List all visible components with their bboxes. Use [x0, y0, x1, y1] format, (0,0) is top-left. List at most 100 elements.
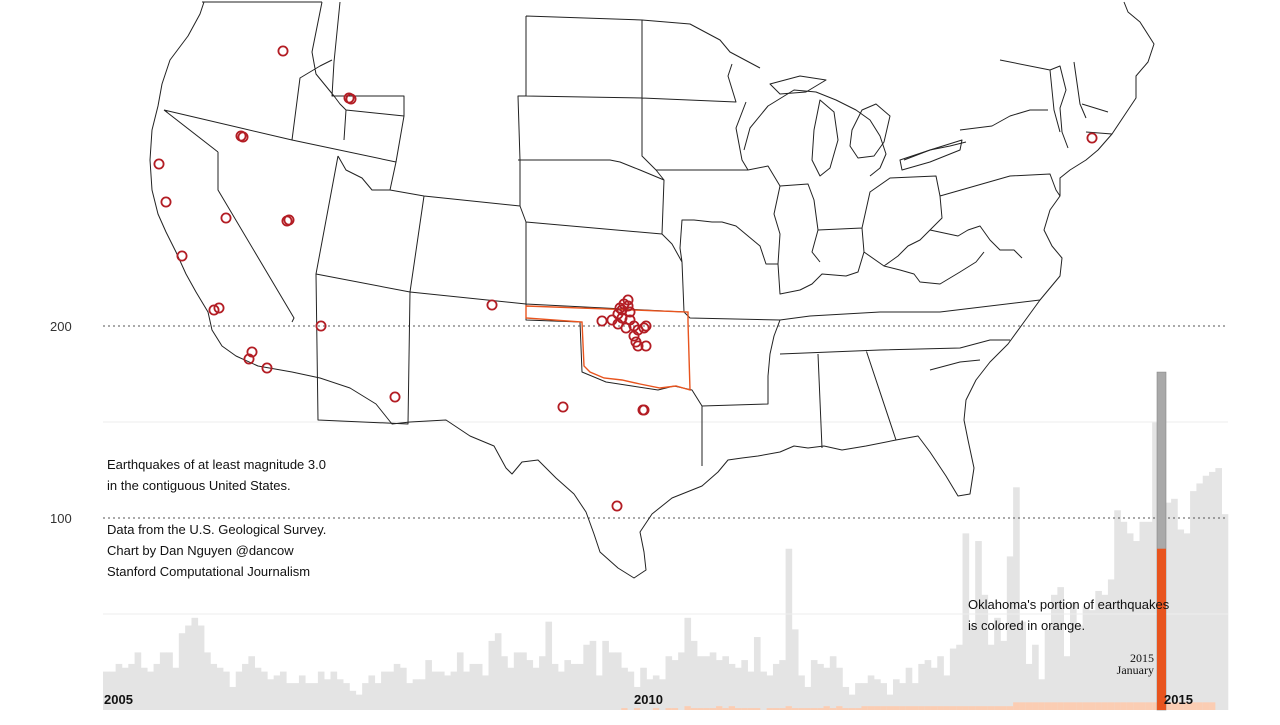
- grid: [103, 325, 1228, 615]
- bar-total: [558, 671, 565, 710]
- bar-total: [551, 663, 559, 710]
- bar-oklahoma: [886, 706, 894, 710]
- bar-total: [482, 675, 489, 710]
- bar-oklahoma: [1082, 702, 1090, 710]
- current-month-name: January: [1117, 663, 1154, 677]
- y-tick-label: 200: [50, 319, 72, 334]
- bar-total: [905, 667, 913, 710]
- bar-total: [1133, 541, 1140, 710]
- bar-total: [362, 683, 369, 710]
- bar-total: [1006, 556, 1014, 710]
- bar-total: [614, 652, 622, 710]
- bar-total: [513, 652, 521, 710]
- oklahoma-outline: [525, 305, 691, 391]
- bar-total: [956, 644, 963, 710]
- bar-oklahoma: [893, 706, 900, 710]
- bar-total: [1069, 602, 1077, 710]
- bar-total: [406, 683, 413, 710]
- quake-marker: [638, 404, 650, 416]
- bar-total: [1076, 625, 1083, 710]
- bar-total: [400, 667, 407, 710]
- bar-total: [671, 660, 679, 710]
- bar-oklahoma: [937, 706, 944, 710]
- bar-total: [930, 667, 938, 710]
- bar-total: [678, 652, 685, 710]
- bar-total: [886, 694, 894, 710]
- bar-oklahoma: [709, 708, 717, 710]
- bar-total: [975, 541, 982, 710]
- bar-total: [570, 663, 578, 710]
- bar-total: [1190, 491, 1197, 710]
- bar-total: [867, 675, 875, 710]
- bar-total: [475, 663, 483, 710]
- bar-total: [1171, 498, 1178, 710]
- quake-marker: [640, 340, 652, 352]
- bar-total: [1051, 594, 1058, 710]
- credits-line: Data from the U.S. Geological Survey.: [107, 522, 327, 537]
- quake-marker: [283, 214, 295, 226]
- bar-oklahoma: [1006, 706, 1014, 710]
- bar-total: [166, 652, 173, 710]
- bar-total: [1095, 590, 1102, 710]
- bar-total: [1196, 483, 1204, 710]
- bar-oklahoma: [766, 708, 774, 710]
- bar-oklahoma: [1202, 702, 1210, 710]
- bar-total: [526, 660, 534, 710]
- quake-marker: [246, 346, 258, 358]
- bar-total: [741, 660, 748, 710]
- bar-total: [1209, 471, 1216, 710]
- bar-total: [1145, 521, 1153, 710]
- bar-total: [621, 667, 628, 710]
- bar-total: [298, 675, 306, 710]
- bar-oklahoma: [924, 706, 932, 710]
- bar-oklahoma: [1032, 702, 1039, 710]
- bar-total: [324, 679, 331, 710]
- bar-total: [456, 652, 464, 710]
- bar-total: [1164, 502, 1172, 710]
- bar-oklahoma: [1107, 702, 1115, 710]
- bar-total: [381, 671, 388, 710]
- bar-total: [1025, 663, 1033, 710]
- bar-total: [583, 644, 590, 710]
- bar-oklahoma: [633, 708, 641, 710]
- bar-total: [349, 690, 357, 710]
- bar-total: [880, 683, 888, 710]
- bar-total: [185, 625, 192, 710]
- bar-oklahoma: [962, 706, 970, 710]
- bar-total: [1126, 533, 1134, 710]
- bar-oklahoma: [1209, 702, 1216, 710]
- bar-total: [115, 663, 123, 710]
- bar-oklahoma: [671, 708, 679, 710]
- bar-total: [305, 683, 312, 710]
- bar-total: [1221, 514, 1229, 710]
- bar-total: [431, 671, 439, 710]
- bar-total: [368, 675, 376, 710]
- bar-oklahoma: [1120, 702, 1128, 710]
- bar-total: [798, 675, 805, 710]
- bar-total: [836, 667, 843, 710]
- quake-marker: [628, 330, 640, 342]
- bar-total: [987, 644, 995, 710]
- bar-oklahoma: [861, 706, 869, 710]
- bar-total: [254, 667, 262, 710]
- bar-total: [1114, 510, 1121, 710]
- bar-oklahoma: [652, 708, 660, 710]
- bar-total: [760, 671, 767, 710]
- quake-markers: [153, 45, 1098, 512]
- quake-marker: [622, 294, 634, 306]
- bar-oklahoma: [1126, 702, 1134, 710]
- bar-total: [153, 663, 161, 710]
- bar-total: [943, 675, 951, 710]
- bar-total: [842, 686, 850, 710]
- quake-marker: [208, 304, 220, 316]
- bar-oklahoma: [1038, 702, 1046, 710]
- bar-total: [343, 683, 350, 710]
- quake-marker: [640, 320, 652, 332]
- bar-total: [242, 663, 249, 710]
- bar-oklahoma: [1069, 702, 1077, 710]
- bar-total: [810, 660, 818, 710]
- bar-total: [507, 667, 515, 710]
- bar-oklahoma: [735, 708, 742, 710]
- bar-total: [1183, 533, 1191, 710]
- map-us-outline: [149, 1, 1155, 579]
